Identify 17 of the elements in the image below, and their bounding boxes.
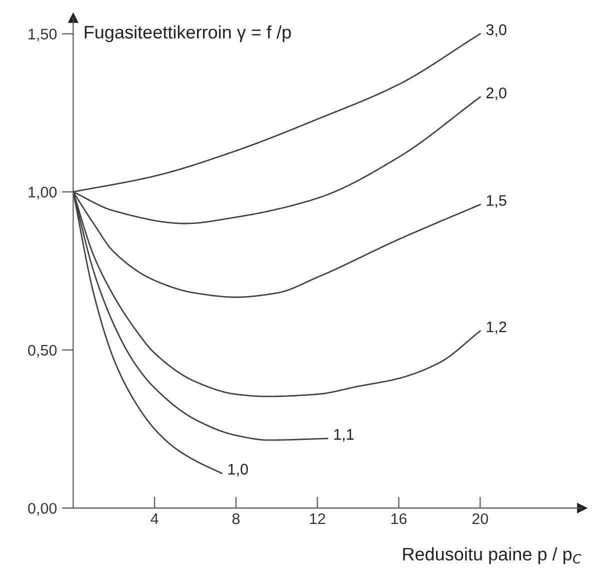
y-tick-label: 1,50 — [28, 28, 57, 42]
x-tick-label: 8 — [232, 513, 240, 524]
series-label: 2,0 — [486, 88, 506, 100]
series-label: 1,1 — [334, 429, 354, 442]
x-tick-label: 4 — [150, 514, 158, 524]
series-label: 1,0 — [228, 464, 248, 476]
y-tick-label: 0,50 — [28, 344, 57, 358]
x-tick-label: 16 — [391, 513, 407, 524]
series-label: 1,5 — [486, 195, 506, 208]
x-axis-title: Redusoitu paine p / p$_{C}$ — [403, 547, 582, 564]
series-label: 1,2 — [486, 322, 506, 334]
x-tick-label: 12 — [310, 513, 326, 524]
y-axis-title: Fugasiteettikerroin γ = f /p — [84, 25, 291, 42]
x-tick-label: 20 — [472, 513, 488, 524]
series-label: 3,0 — [486, 24, 506, 37]
y-tick-label: 1,00 — [28, 186, 57, 200]
y-tick-label: 0,00 — [28, 502, 57, 516]
